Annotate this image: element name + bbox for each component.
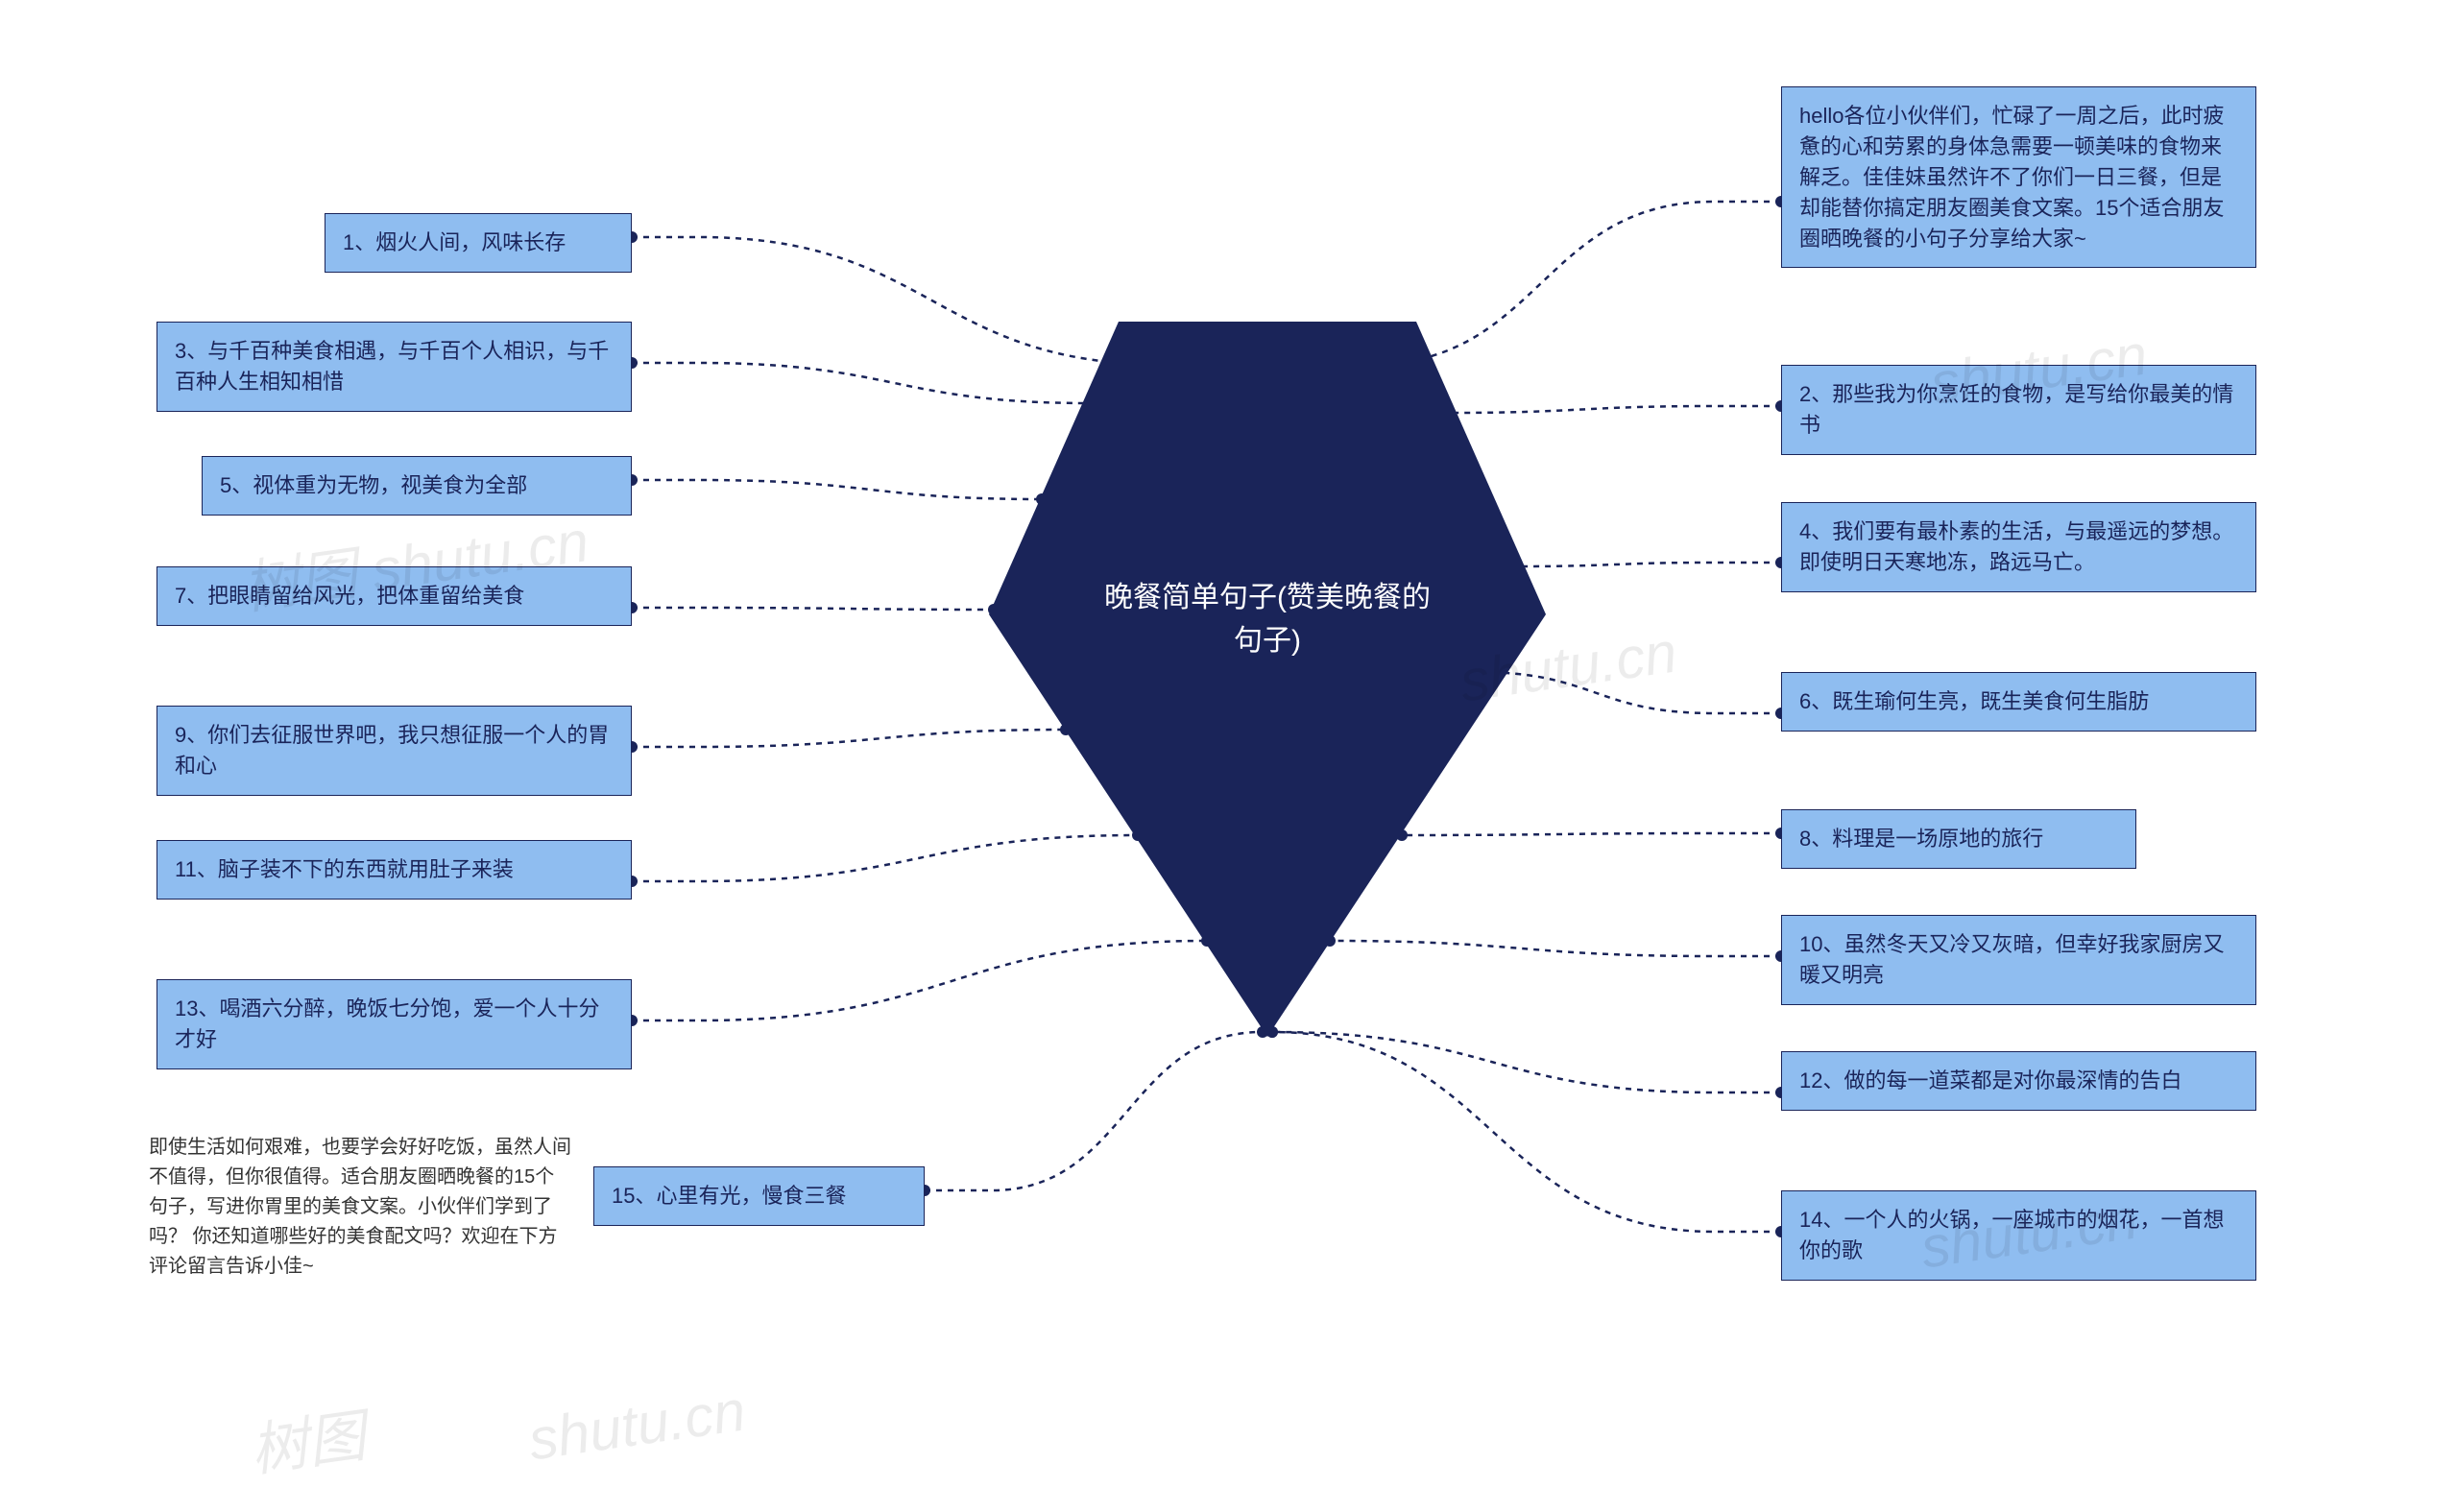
node-text: 1、烟火人间，风味长存 <box>343 230 566 254</box>
node-text: 4、我们要有最朴素的生活，与最遥远的梦想。即使明日天寒地冻，路远马亡。 <box>1799 519 2233 574</box>
left-node: 3、与千百种美食相遇，与千百个人相识，与千百种人生相知相惜 <box>157 322 632 412</box>
node-text: 6、既生瑜何生亮，既生美食何生脂肪 <box>1799 689 2149 713</box>
node-text: 11、脑子装不下的东西就用肚子来装 <box>175 857 514 881</box>
node-text: 3、与千百种美食相遇，与千百个人相识，与千百种人生相知相惜 <box>175 339 609 394</box>
node-text: 12、做的每一道菜都是对你最深情的告白 <box>1799 1068 2181 1092</box>
right-node: 14、一个人的火锅，一座城市的烟花，一首想你的歌 <box>1781 1190 2256 1281</box>
left-node: 15、心里有光，慢食三餐 <box>593 1166 925 1226</box>
right-node: 8、料理是一场原地的旅行 <box>1781 809 2136 869</box>
right-node: 2、那些我为你烹饪的食物，是写给你最美的情书 <box>1781 365 2256 455</box>
left-node: 9、你们去征服世界吧，我只想征服一个人的胃和心 <box>157 706 632 796</box>
node-text: 10、虽然冬天又冷又灰暗，但幸好我家厨房又暖又明亮 <box>1799 932 2224 987</box>
right-node: 12、做的每一道菜都是对你最深情的告白 <box>1781 1051 2256 1111</box>
left-node: 5、视体重为无物，视美食为全部 <box>202 456 632 516</box>
node-text: 2、那些我为你烹饪的食物，是写给你最美的情书 <box>1799 382 2233 437</box>
node-text: hello各位小伙伴们，忙碌了一周之后，此时疲惫的心和劳累的身体急需要一顿美味的… <box>1799 104 2224 251</box>
node-text: 8、料理是一场原地的旅行 <box>1799 827 2043 851</box>
left-node: 1、烟火人间，风味长存 <box>325 213 632 273</box>
right-node: 6、既生瑜何生亮，既生美食何生脂肪 <box>1781 672 2256 732</box>
right-node: 10、虽然冬天又冷又灰暗，但幸好我家厨房又暖又明亮 <box>1781 915 2256 1005</box>
left-node: 11、脑子装不下的东西就用肚子来装 <box>157 840 632 900</box>
node-text: 15、心里有光，慢食三餐 <box>612 1184 846 1208</box>
left-node: 13、喝酒六分醉，晚饭七分饱，爱一个人十分才好 <box>157 979 632 1069</box>
node-text: 14、一个人的火锅，一座城市的烟花，一首想你的歌 <box>1799 1208 2224 1262</box>
footnote-text: 即使生活如何艰难，也要学会好好吃饭，虽然人间不值得，但你很值得。适合朋友圈晒晚餐… <box>149 1133 571 1282</box>
right-node: hello各位小伙伴们，忙碌了一周之后，此时疲惫的心和劳累的身体急需要一顿美味的… <box>1781 86 2256 268</box>
right-node: 4、我们要有最朴素的生活，与最遥远的梦想。即使明日天寒地冻，路远马亡。 <box>1781 502 2256 592</box>
node-text: 7、把眼睛留给风光，把体重留给美食 <box>175 584 524 608</box>
node-text: 9、你们去征服世界吧，我只想征服一个人的胃和心 <box>175 723 609 778</box>
node-text: 13、喝酒六分醉，晚饭七分饱，爱一个人十分才好 <box>175 996 599 1051</box>
node-text: 5、视体重为无物，视美食为全部 <box>220 473 527 497</box>
left-node: 7、把眼睛留给风光，把体重留给美食 <box>157 566 632 626</box>
